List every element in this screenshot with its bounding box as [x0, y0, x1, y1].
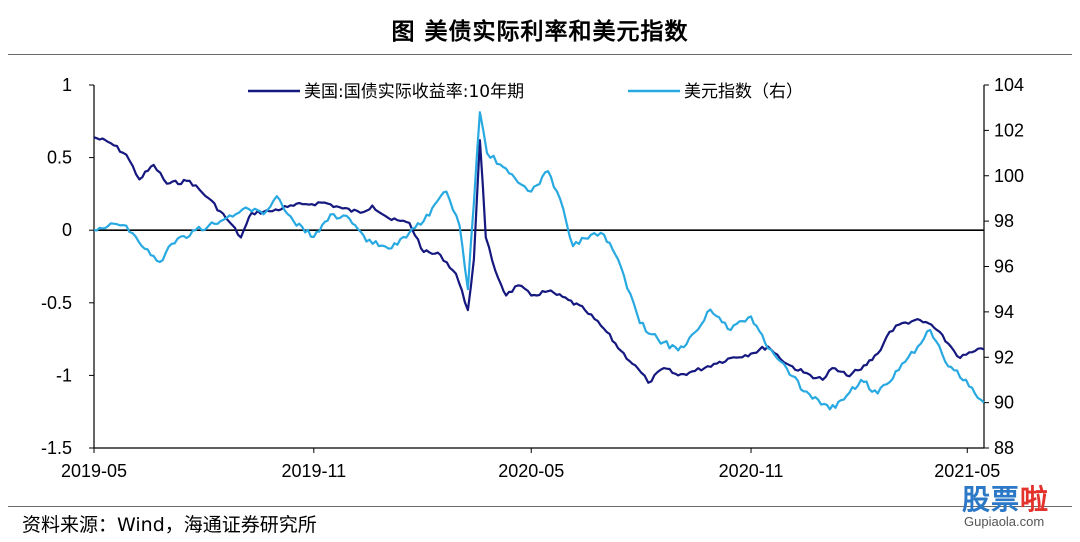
right-tick-label: 88 [994, 438, 1014, 458]
legend-label: 美国:国债实际收益率:10年期 [304, 82, 524, 102]
right-tick-label: 100 [994, 166, 1024, 186]
legend: 美国:国债实际收益率:10年期 美元指数（右） [248, 82, 803, 102]
x-tick-label: 2021-05 [934, 461, 1000, 481]
watermark-url: Gupiaola.com [964, 514, 1045, 529]
series-layer [93, 111, 985, 411]
left-tick-label: 0.5 [47, 148, 72, 168]
watermark-logo: 股票啦 Gupiaola.com [962, 478, 1076, 538]
chart-title: 图 美债实际利率和美元指数 [391, 19, 689, 45]
right-tick-label: 104 [994, 75, 1024, 95]
x-tick-label: 2020-05 [498, 461, 564, 481]
right-tick-label: 92 [994, 347, 1014, 367]
watermark-red-text: 啦 [1020, 483, 1050, 516]
x-tick-label: 2019-11 [281, 461, 346, 481]
source-note: 资料来源：Wind，海通证券研究所 [22, 514, 317, 536]
right-tick-label: 96 [994, 257, 1014, 277]
left-tick-label: -1.5 [41, 438, 72, 458]
left-tick-label: -1 [56, 365, 72, 385]
right-tick-label: 98 [994, 211, 1014, 231]
left-tick-label: 0 [62, 220, 72, 240]
title-divider [8, 54, 1072, 55]
series-line-dollar-index [93, 111, 985, 411]
watermark-main-text: 股票 [962, 483, 1021, 516]
left-tick-label: -0.5 [41, 293, 72, 313]
series-line-real-yield [93, 136, 985, 384]
x-tick-label: 2019-05 [61, 461, 127, 481]
right-tick-label: 94 [994, 302, 1014, 322]
source-divider [8, 506, 1072, 507]
left-tick-label: 1 [62, 75, 72, 95]
legend-label: 美元指数（右） [684, 82, 803, 102]
right-tick-label: 90 [994, 393, 1014, 413]
right-tick-label: 102 [994, 120, 1024, 140]
axes: 1 0.5 0 -0.5 -1 -1.5 104 102 100 98 96 94 92 90 88 2019… [41, 75, 1024, 481]
x-tick-label: 2020-11 [719, 461, 784, 481]
